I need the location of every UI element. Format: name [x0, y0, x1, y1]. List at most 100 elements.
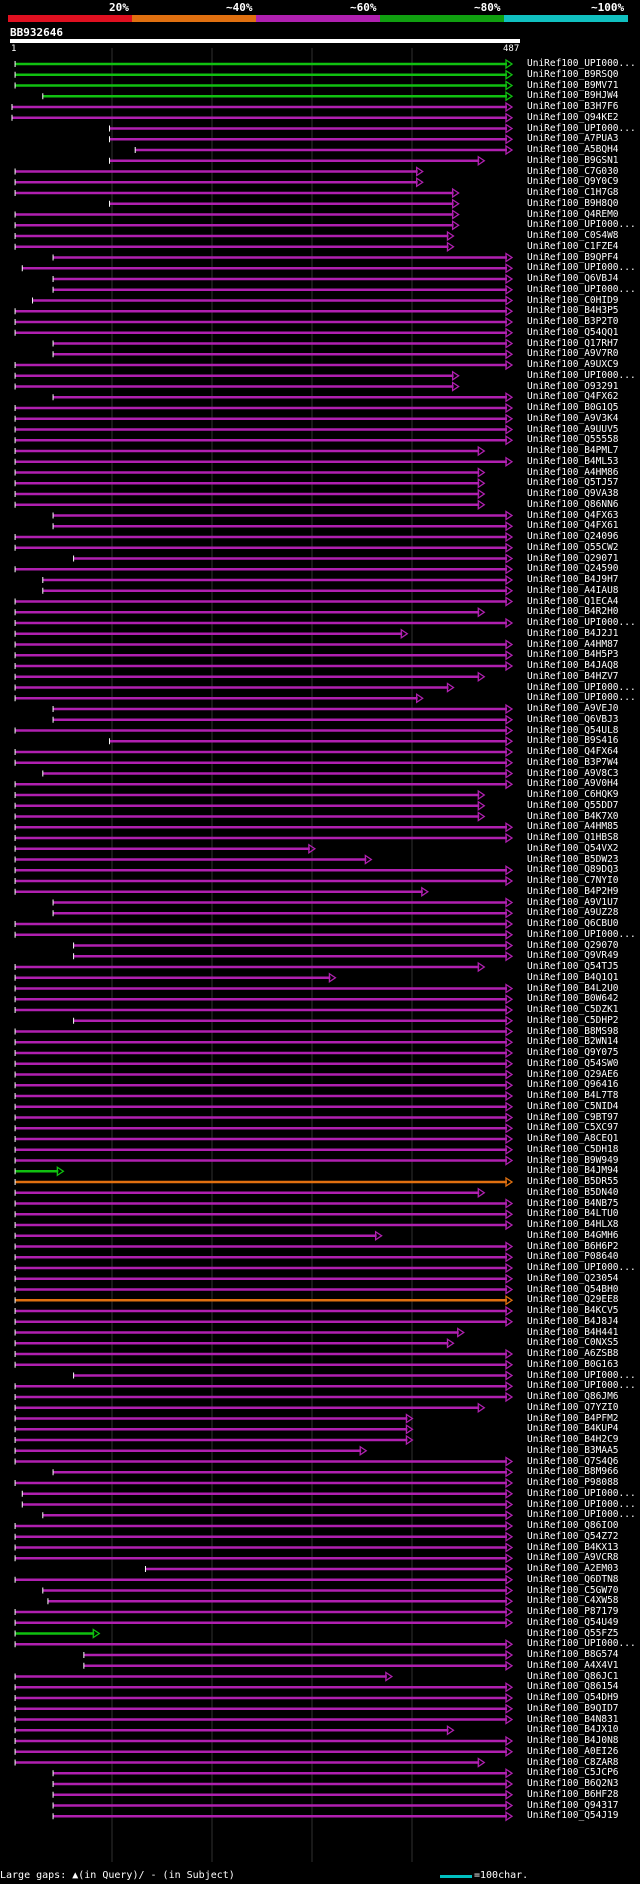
hit-row[interactable] [14, 1101, 514, 1112]
hit-label[interactable]: UniRef100_B9H8Q0 [527, 197, 619, 209]
hit-label[interactable]: UniRef100_B9QID7 [527, 1702, 619, 1714]
hit-label[interactable]: UniRef100_Q1HBS8 [527, 832, 619, 843]
hit-row[interactable] [32, 295, 514, 306]
hit-label[interactable]: UniRef100_B4N831 [527, 1713, 619, 1725]
hit-label[interactable]: UniRef100_C5DZK1 [527, 1004, 619, 1015]
hit-label[interactable]: UniRef100_P08640 [527, 1251, 619, 1263]
hit-row[interactable] [14, 757, 514, 768]
hit-label[interactable]: UniRef100_C7NYI0 [527, 875, 619, 886]
hit-row[interactable] [14, 209, 460, 220]
hit-row[interactable] [14, 983, 514, 994]
hit-label[interactable]: UniRef100_B8M966 [527, 1466, 619, 1478]
hit-label[interactable]: UniRef100_A9V3K4 [527, 412, 619, 424]
hit-row[interactable] [14, 1757, 486, 1768]
hit-row[interactable] [14, 1198, 514, 1209]
hit-row[interactable] [14, 220, 460, 231]
hit-row[interactable] [52, 349, 514, 360]
hit-label[interactable]: UniRef100_B2WN14 [527, 1036, 619, 1048]
hit-label[interactable]: UniRef100_Q86NN6 [527, 498, 619, 510]
hit-label[interactable]: UniRef100_A9V7R0 [527, 348, 619, 360]
hit-label[interactable]: UniRef100_B4KCV5 [527, 1305, 619, 1316]
hit-row[interactable] [14, 617, 514, 629]
hit-row[interactable] [52, 1467, 514, 1478]
hit-label[interactable]: UniRef100_B9GSN1 [527, 154, 619, 166]
hit-label[interactable]: UniRef100_UPI000... [527, 681, 636, 693]
hit-label[interactable]: UniRef100_Q89DQ3 [527, 864, 619, 876]
hit-label[interactable]: UniRef100_B3P2T0 [527, 316, 619, 327]
hit-row[interactable] [14, 918, 514, 930]
hit-row[interactable] [14, 1703, 514, 1714]
hit-row[interactable] [73, 940, 514, 951]
hit-row[interactable] [14, 69, 514, 80]
hit-label[interactable]: UniRef100_A9VCR8 [527, 1552, 619, 1564]
hit-row[interactable] [52, 714, 514, 725]
hit-row[interactable] [14, 1166, 65, 1177]
hit-row[interactable] [14, 177, 424, 188]
hit-row[interactable] [14, 972, 337, 983]
hit-label[interactable]: UniRef100_B4HLX8 [527, 1219, 619, 1230]
hit-label[interactable]: UniRef100_A9UZ28 [527, 907, 619, 919]
hit-label[interactable]: UniRef100_UPI000... [527, 928, 636, 940]
hit-row[interactable] [14, 800, 486, 811]
hit-row[interactable] [14, 725, 514, 736]
hit-label[interactable]: UniRef100_C5DHP2 [527, 1014, 619, 1026]
hit-label[interactable]: UniRef100_C6HQK9 [527, 789, 619, 800]
hit-row[interactable] [14, 961, 486, 973]
hit-label[interactable]: UniRef100_C0NXS5 [527, 1337, 619, 1349]
hit-label[interactable]: UniRef100_A7PUA3 [527, 133, 619, 145]
hit-row[interactable] [109, 123, 514, 134]
hit-label[interactable]: UniRef100_Q9Y075 [527, 1047, 619, 1058]
hit-row[interactable] [14, 1606, 514, 1618]
hit-row[interactable] [14, 811, 486, 822]
hit-row[interactable] [14, 1209, 514, 1220]
hit-label[interactable]: UniRef100_Q94KE2 [527, 111, 619, 123]
hit-row[interactable] [14, 1542, 514, 1553]
hit-row[interactable] [14, 306, 514, 317]
hit-label[interactable]: UniRef100_A4HM87 [527, 638, 619, 650]
hit-row[interactable] [42, 768, 514, 779]
hit-row[interactable] [42, 91, 514, 102]
hit-row[interactable] [14, 789, 486, 801]
hit-row[interactable] [14, 1402, 486, 1413]
hit-label[interactable]: UniRef100_B9HJW4 [527, 90, 619, 102]
hit-label[interactable]: UniRef100_Q55558 [527, 434, 619, 446]
hit-row[interactable] [14, 843, 317, 854]
hit-label[interactable]: UniRef100_C7G030 [527, 165, 619, 177]
hit-row[interactable] [21, 263, 514, 274]
hit-row[interactable] [14, 1090, 514, 1102]
hit-label[interactable]: UniRef100_Q96416 [527, 1079, 619, 1091]
hit-label[interactable]: UniRef100_UPI000... [527, 122, 636, 134]
hit-row[interactable] [21, 1488, 514, 1499]
hit-label[interactable]: UniRef100_B9S416 [527, 735, 619, 747]
hit-label[interactable]: UniRef100_Q4FX62 [527, 391, 619, 403]
hit-label[interactable]: UniRef100_B4Q1Q1 [527, 971, 619, 983]
hit-label[interactable]: UniRef100_P87179 [527, 1606, 619, 1617]
hit-label[interactable]: UniRef100_B4LTU0 [527, 1208, 619, 1220]
hit-label[interactable]: UniRef100_A4X4V1 [527, 1659, 619, 1671]
hit-row[interactable] [14, 1531, 514, 1542]
hit-label[interactable]: UniRef100_A4HM86 [527, 466, 619, 478]
hit-row[interactable] [14, 1477, 514, 1489]
hit-row[interactable] [73, 1370, 514, 1381]
hit-label[interactable]: UniRef100_Q86JM6 [527, 1391, 619, 1402]
hit-label[interactable]: UniRef100_Q6VBJ3 [527, 713, 619, 725]
hit-label[interactable]: UniRef100_C8ZAR8 [527, 1756, 619, 1768]
hit-row[interactable] [14, 1348, 514, 1360]
hit-row[interactable] [52, 897, 514, 908]
hit-label[interactable]: UniRef100_UPI000... [527, 58, 636, 69]
hit-row[interactable] [14, 1187, 486, 1198]
hit-row[interactable] [14, 187, 460, 199]
hit-label[interactable]: UniRef100_UPI000... [527, 369, 636, 381]
hit-row[interactable] [14, 1413, 414, 1424]
hit-label[interactable]: UniRef100_B6Q2N3 [527, 1778, 619, 1789]
hit-row[interactable] [14, 424, 514, 435]
hit-label[interactable]: UniRef100_Q7S4Q6 [527, 1455, 619, 1467]
hit-label[interactable]: UniRef100_UPI000... [527, 692, 636, 704]
hit-label[interactable]: UniRef100_A9UXC9 [527, 359, 619, 370]
hit-row[interactable] [14, 478, 486, 489]
hit-label[interactable]: UniRef100_UPI000... [527, 219, 636, 231]
hit-row[interactable] [83, 1660, 514, 1671]
hit-label[interactable]: UniRef100_B4PML7 [527, 445, 619, 456]
hit-label[interactable]: UniRef100_A4IAU8 [527, 584, 619, 596]
hit-row[interactable] [73, 553, 514, 564]
